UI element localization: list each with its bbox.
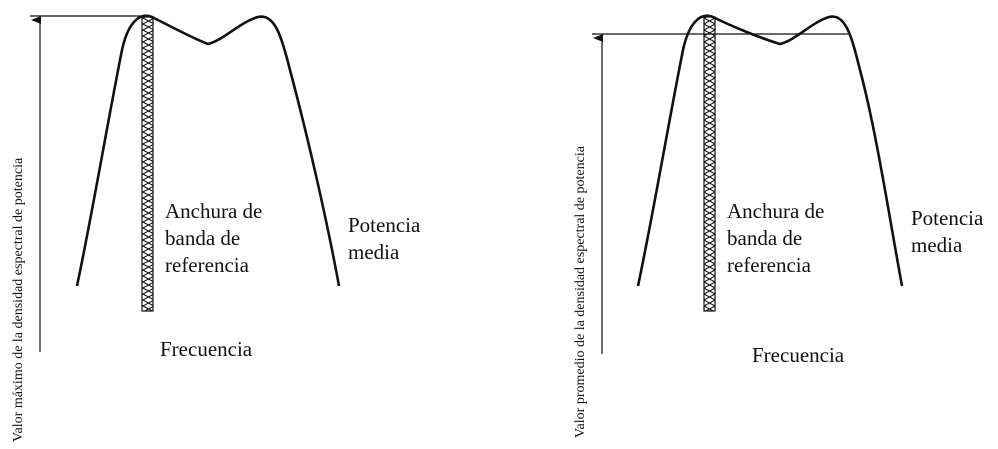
- band-label-line-1: Anchura de: [727, 199, 824, 223]
- power-label-line-2: media: [911, 233, 963, 257]
- band-label-line-1: Anchura de: [165, 199, 262, 223]
- band-label-line-3: referencia: [727, 253, 812, 277]
- spectrum-curve: [636, 14, 904, 287]
- reference-bandwidth-bar: [703, 16, 716, 312]
- power-label-line-1: Potencia: [911, 206, 984, 230]
- x-axis-label: Frecuencia: [752, 343, 845, 367]
- reference-bandwidth-bar: [141, 16, 154, 312]
- power-label-line-2: media: [348, 240, 400, 264]
- y-axis-label: Valor promedio de la densidad espectral …: [573, 145, 588, 438]
- band-label-line-2: banda de: [165, 226, 240, 250]
- power-label-line-1: Potencia: [348, 213, 421, 237]
- spectrum-curve: [75, 14, 341, 287]
- panel-average: Valor promedio de la densidad espectral …: [573, 14, 984, 438]
- y-axis-label: Valor máximo de la densidad espectral de…: [11, 157, 26, 442]
- band-label-line-3: referencia: [165, 253, 250, 277]
- x-axis-label: Frecuencia: [160, 337, 253, 361]
- panel-peak: Valor máximo de la densidad espectral de…: [11, 14, 421, 442]
- band-label-line-2: banda de: [727, 226, 802, 250]
